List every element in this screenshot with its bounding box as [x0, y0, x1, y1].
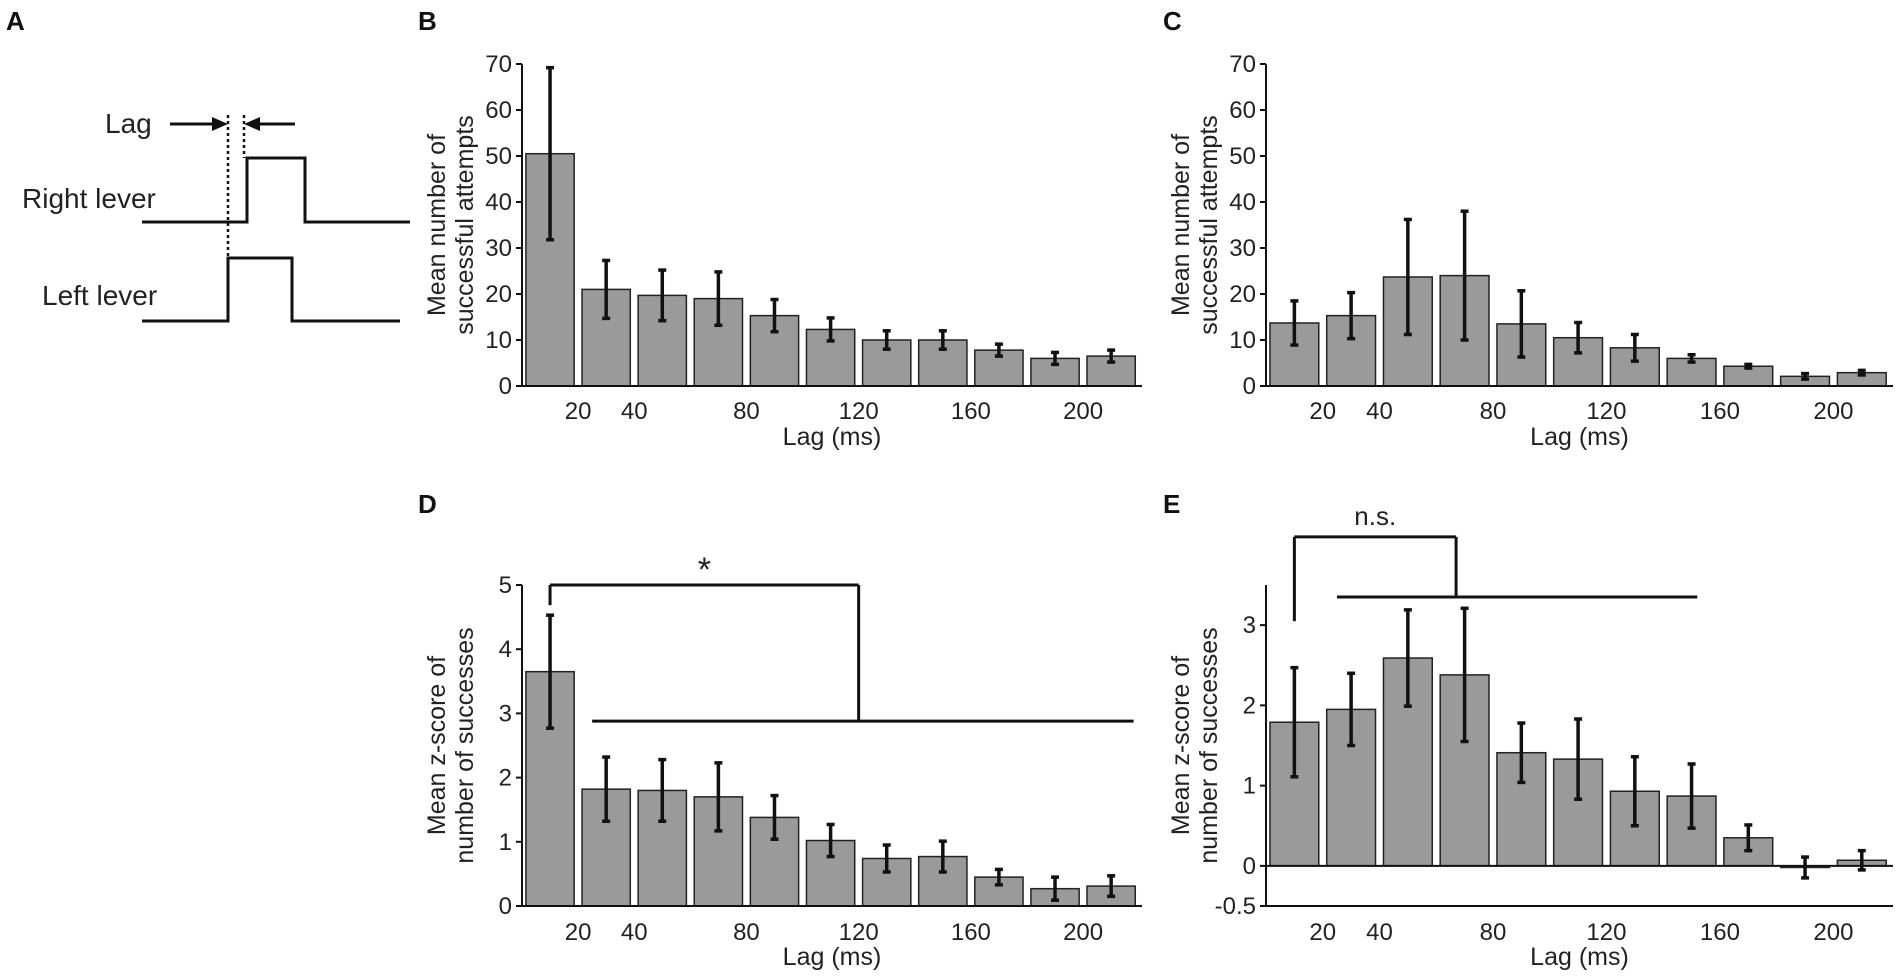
- y-tick-label: 2: [1243, 692, 1256, 719]
- x-tick-label: 40: [1366, 919, 1393, 946]
- x-tick-label: 40: [621, 398, 648, 425]
- y-tick-label: 40: [485, 189, 512, 216]
- x-tick-label: 160: [951, 398, 991, 425]
- x-tick-label: 120: [1586, 398, 1626, 425]
- y-tick-label: 50: [485, 143, 512, 170]
- right-lever-label: Right lever: [22, 183, 156, 214]
- right-lever-trace: [142, 156, 410, 224]
- y-tick-label: 40: [1229, 189, 1256, 216]
- y-tick-label: 10: [1229, 327, 1256, 354]
- x-tick-label: 40: [621, 919, 648, 946]
- x-axis-label: Lag (ms): [1530, 943, 1629, 971]
- y-axis-label: Mean z-score of: [423, 656, 451, 835]
- y-axis-label: Mean number of: [1167, 134, 1195, 316]
- y-tick-label: 4: [499, 636, 512, 663]
- panel-a-schematic: A Lag Right lever Left lever: [6, 6, 410, 323]
- panel-letter-d: D: [418, 489, 437, 519]
- x-tick-label: 120: [839, 398, 879, 425]
- y-axis-label: number of successes: [451, 627, 479, 863]
- y-tick-label: 70: [1229, 51, 1256, 78]
- x-tick-label: 200: [1813, 398, 1853, 425]
- y-tick-label: 0: [1243, 373, 1256, 400]
- y-axis-label: Mean z-score of: [1167, 656, 1195, 835]
- y-tick-label: 30: [485, 235, 512, 262]
- bar: [917, 339, 968, 387]
- y-axis-label: successful attempts: [451, 115, 479, 335]
- x-tick-label: 20: [565, 398, 592, 425]
- significance-label: n.s.: [1354, 501, 1396, 531]
- y-tick-label: 60: [1229, 97, 1256, 124]
- panel-letter-b: B: [418, 6, 437, 36]
- x-axis-label: Lag (ms): [783, 423, 882, 451]
- x-tick-label: 120: [839, 919, 879, 946]
- y-axis-label: Mean number of: [423, 134, 451, 316]
- y-axis-label: number of successes: [1195, 627, 1223, 863]
- x-axis-label: Lag (ms): [1530, 423, 1629, 451]
- x-tick-label: 20: [1309, 919, 1336, 946]
- x-tick-label: 120: [1586, 919, 1626, 946]
- panel-c-chart: C 0 10 20 30 40 50 60 70 20 40 80 120 160 200 Lag (ms) M…: [1163, 6, 1893, 451]
- x-tick-label: 20: [565, 919, 592, 946]
- y-tick-label: 0: [499, 893, 512, 920]
- lag-label: Lag: [105, 108, 152, 139]
- y-tick-label: -0.5: [1215, 893, 1256, 920]
- x-tick-label: 200: [1813, 919, 1853, 946]
- y-axis-label: successful attempts: [1195, 115, 1223, 335]
- x-tick-label: 160: [951, 919, 991, 946]
- y-tick-label: 0: [1243, 853, 1256, 880]
- significance-label: *: [698, 551, 711, 589]
- x-tick-label: 160: [1700, 398, 1740, 425]
- x-axis-label: Lag (ms): [783, 943, 882, 971]
- left-lever-label: Left lever: [42, 280, 157, 311]
- y-tick-label: 30: [1229, 235, 1256, 262]
- y-tick-label: 1: [1243, 773, 1256, 800]
- lag-arrow-right-head: [244, 117, 260, 131]
- x-tick-label: 160: [1700, 919, 1740, 946]
- x-tick-label: 80: [1480, 919, 1507, 946]
- y-tick-label: 50: [1229, 143, 1256, 170]
- y-tick-label: 3: [1243, 612, 1256, 639]
- x-tick-label: 80: [733, 919, 760, 946]
- panel-letter-c: C: [1163, 6, 1182, 36]
- panel-letter-e: E: [1163, 489, 1180, 519]
- y-tick-label: 70: [485, 51, 512, 78]
- panel-b-chart: B 0 10 20 30 40 50 60 70 20 40 80 120 160 200 Lag (ms) M…: [418, 6, 1142, 451]
- y-tick-label: 20: [1229, 281, 1256, 308]
- y-tick-label: 10: [485, 327, 512, 354]
- y-tick-label: 2: [499, 765, 512, 792]
- panel-e-chart: E -0.5 0 1 2 3 20 40 80 120 160 200 Lag (ms) Mean z-s…: [1163, 489, 1893, 971]
- y-tick-label: 60: [485, 97, 512, 124]
- x-tick-label: 200: [1063, 919, 1103, 946]
- left-lever-trace: [142, 256, 400, 323]
- bar: [1666, 795, 1717, 867]
- y-tick-label: 1: [499, 829, 512, 856]
- x-tick-label: 80: [1480, 398, 1507, 425]
- y-tick-label: 20: [485, 281, 512, 308]
- panel-d-chart: D 0 1 2 3 4 5 20 40 80 120 160 200 Lag (ms) Mean z-sco…: [418, 489, 1142, 971]
- y-tick-label: 3: [499, 700, 512, 727]
- x-tick-label: 80: [733, 398, 760, 425]
- lag-arrow-left-head: [212, 117, 228, 131]
- panel-letter-a: A: [6, 6, 25, 36]
- y-tick-label: 0: [499, 373, 512, 400]
- x-tick-label: 20: [1309, 398, 1336, 425]
- y-tick-label: 5: [499, 572, 512, 599]
- x-tick-label: 200: [1063, 398, 1103, 425]
- x-tick-label: 40: [1366, 398, 1393, 425]
